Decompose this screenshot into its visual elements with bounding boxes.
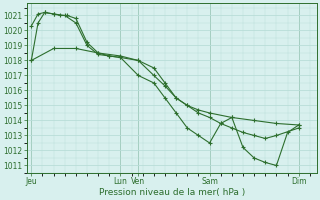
X-axis label: Pression niveau de la mer( hPa ): Pression niveau de la mer( hPa ) <box>99 188 245 197</box>
